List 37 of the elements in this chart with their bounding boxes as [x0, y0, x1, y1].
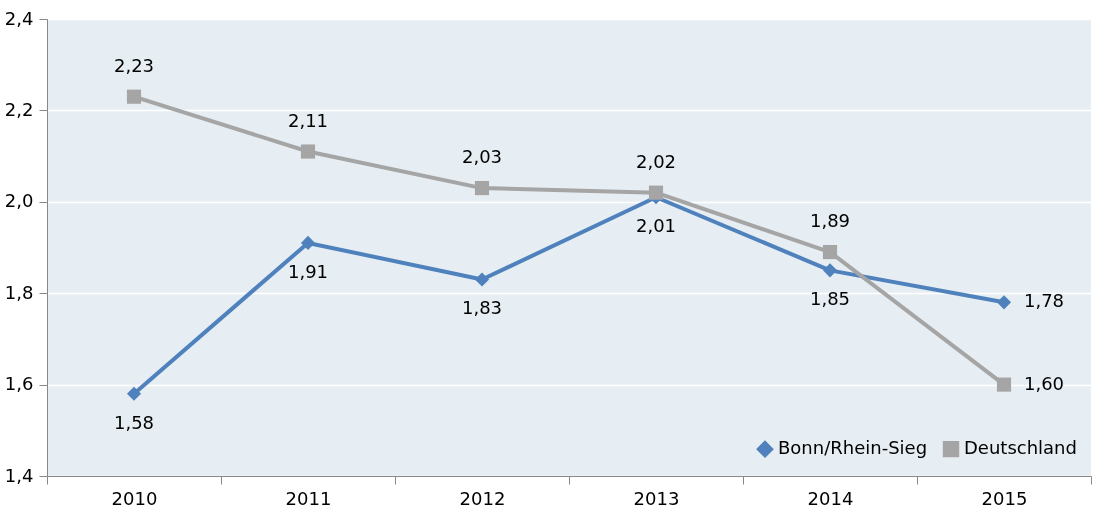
x-tick-label: 2010 [111, 487, 158, 509]
data-label: 1,91 [287, 260, 329, 282]
x-tick-label: 2015 [981, 487, 1028, 509]
y-tick-label: 2,2 [4, 98, 34, 120]
y-tick-label: 2,4 [4, 7, 34, 29]
x-tick-label: 2012 [459, 487, 506, 509]
y-tick-label: 1,8 [4, 281, 34, 303]
data-label: 2,23 [113, 54, 155, 76]
y-tick-label: 2,0 [4, 190, 34, 212]
point [648, 185, 664, 200]
data-label: 1,58 [113, 411, 155, 433]
data-label: 2,11 [287, 109, 329, 131]
point [996, 377, 1012, 392]
data-label: 1,89 [809, 210, 851, 232]
point [474, 181, 490, 196]
point [474, 272, 490, 287]
point [126, 386, 142, 401]
data-label: 2,01 [635, 215, 677, 237]
data-label: 1,83 [461, 297, 503, 319]
legend-label: Deutschland [964, 437, 1077, 459]
x-tick-label: 2013 [633, 487, 680, 509]
point [300, 235, 316, 250]
x-tick-label: 2011 [285, 487, 332, 509]
data-label: 1,60 [1023, 372, 1065, 394]
data-label: 2,03 [461, 146, 503, 168]
point [300, 144, 316, 159]
x-tick-label: 2014 [807, 487, 854, 509]
data-label: 2,02 [635, 150, 677, 172]
legend-label: Bonn/Rhein-Sieg [778, 437, 928, 459]
data-label: 1,85 [809, 288, 851, 310]
point [822, 245, 838, 260]
y-tick-label: 1,6 [4, 373, 34, 395]
data-label: 1,78 [1023, 290, 1065, 312]
point [822, 263, 838, 278]
point [126, 89, 142, 104]
point [996, 295, 1012, 310]
y-tick-label: 1,4 [4, 464, 34, 486]
